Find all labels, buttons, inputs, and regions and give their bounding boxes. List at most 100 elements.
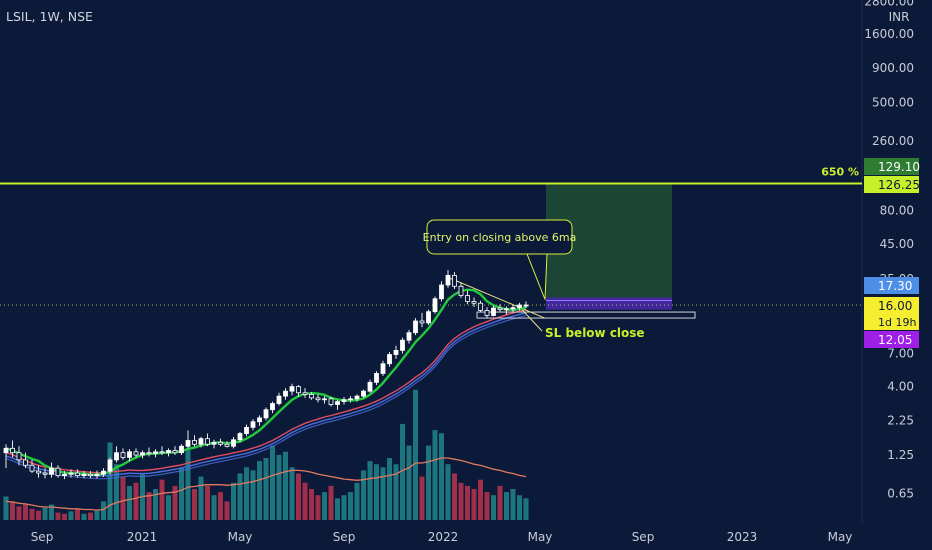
x-tick-label: 2023	[727, 530, 758, 544]
y-tick-label: 1.25	[887, 448, 914, 462]
x-tick-label: May	[828, 530, 853, 544]
last-price-badge-bg	[864, 277, 919, 294]
y-tick-label: 0.65	[887, 486, 914, 500]
upper-target-badge-bg	[864, 158, 919, 175]
volume-bar	[497, 485, 503, 520]
ma-blue-line-2	[5, 315, 527, 480]
entry-callout-text: Entry on closing above 6ma	[423, 231, 577, 244]
candle-body	[400, 339, 405, 351]
candle-body	[107, 459, 113, 472]
volume-bar	[478, 479, 483, 520]
volume-bar	[374, 464, 379, 520]
candle-body	[406, 332, 412, 341]
close-badge-bg	[864, 297, 919, 330]
volume-bar	[107, 442, 113, 520]
candle-body	[81, 473, 87, 477]
volume-bar	[413, 389, 418, 520]
y-tick-label: 45.00	[880, 237, 914, 251]
candle-body	[322, 398, 327, 401]
candle-body	[361, 390, 366, 397]
candle-body	[68, 472, 74, 475]
volume-bar	[341, 495, 347, 520]
volume-bar	[296, 473, 301, 520]
candle-body	[133, 451, 139, 456]
volume-bar	[133, 482, 139, 520]
volume-bar	[172, 485, 178, 520]
volume-bar	[120, 476, 126, 520]
volume-bar	[367, 461, 373, 520]
volume-bar	[244, 467, 249, 520]
target-line-badge-bg	[864, 176, 919, 193]
candle-body	[445, 274, 451, 286]
candle-body	[172, 450, 178, 454]
candle-body	[250, 421, 256, 428]
candle-body	[341, 399, 347, 402]
candle-body	[510, 307, 516, 310]
volume-bar	[270, 445, 275, 520]
y-tick-label: 260.00	[872, 134, 914, 148]
volume-bar	[3, 496, 9, 520]
volume-bar	[315, 495, 321, 520]
volume-bar	[465, 485, 470, 520]
volume-bar	[471, 489, 477, 520]
volume-bar	[452, 473, 457, 520]
candle-body	[289, 386, 295, 392]
candle-body	[276, 395, 282, 404]
volume-bar	[81, 513, 87, 520]
countdown-badge: 1d 19h	[878, 316, 916, 329]
candle-body	[458, 285, 464, 296]
volume-bar	[439, 433, 444, 520]
volume-bar	[289, 467, 295, 520]
loss-zone	[546, 297, 672, 310]
stop-loss-badge-bg	[864, 331, 919, 348]
volume-bar	[276, 454, 282, 520]
x-tick-label: Sep	[632, 530, 655, 544]
x-tick-label: 2022	[428, 530, 459, 544]
stop-loss-badge: 12.05	[878, 333, 912, 347]
candle-body	[88, 473, 93, 477]
candle-body	[380, 363, 386, 374]
candle-body	[10, 447, 15, 454]
candle-body	[439, 284, 444, 300]
sl-pointer	[521, 309, 543, 332]
volume-bar	[348, 492, 353, 520]
candle-body	[328, 398, 334, 405]
volume-bar	[49, 504, 54, 520]
volume-bar	[146, 492, 152, 520]
volume-bar	[335, 498, 340, 520]
candle-body	[120, 452, 126, 458]
x-tick-label: Sep	[333, 530, 356, 544]
candle-body	[146, 452, 152, 455]
candle-body	[62, 473, 67, 477]
volume-bar	[283, 451, 288, 520]
volume-bar	[432, 430, 438, 520]
volume-bar	[179, 467, 184, 520]
volume-bar	[166, 495, 171, 520]
candle-body	[179, 445, 184, 454]
volume-bar	[192, 489, 197, 520]
symbol-title[interactable]: LSIL, 1W, NSE	[6, 9, 93, 24]
candle-body	[211, 441, 217, 445]
volume-bar	[263, 458, 269, 520]
x-tick-label: Sep	[31, 530, 54, 544]
volume-bar	[237, 473, 243, 520]
candle-body	[283, 390, 288, 397]
candle-body	[205, 438, 210, 445]
currency-label: INR	[889, 10, 910, 24]
volume-bar	[10, 501, 15, 520]
volume-bar	[231, 482, 236, 520]
volume-bar	[88, 512, 93, 520]
volume-bar	[198, 476, 204, 520]
volume-bar	[504, 492, 509, 520]
candle-body	[374, 373, 379, 383]
candle-body	[426, 311, 431, 324]
volume-bar	[354, 482, 360, 520]
target-pct-label: 650 %	[821, 166, 859, 179]
volume-bar	[218, 492, 223, 520]
support-box	[476, 311, 696, 319]
target-line-badge: 126.25	[878, 178, 920, 192]
volume-bar	[517, 495, 522, 520]
close-badge: 16.00	[878, 299, 912, 313]
